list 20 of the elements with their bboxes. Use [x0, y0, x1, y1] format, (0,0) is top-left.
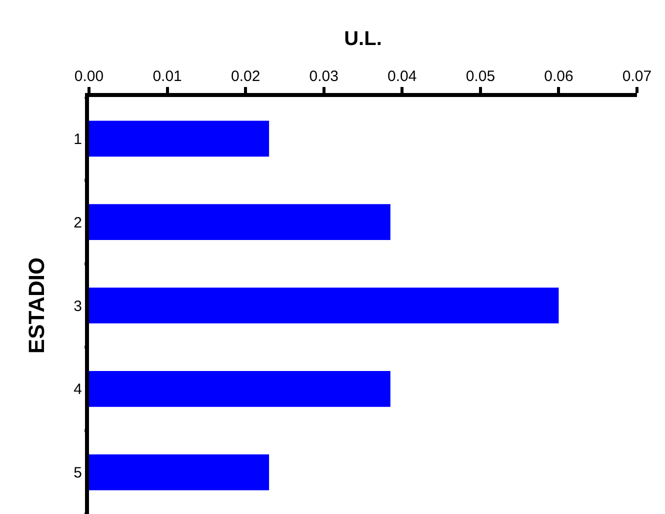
- x-tick-label: 0.07: [622, 68, 652, 85]
- x-tick-label: 0.06: [544, 68, 574, 85]
- y-tick-label: 1: [74, 130, 82, 148]
- y-axis-title: ESTADIO: [24, 257, 49, 354]
- bar: [89, 288, 559, 324]
- x-axis-title: U.L.: [344, 28, 382, 50]
- x-tick-label: 0.03: [309, 68, 338, 85]
- x-tick-label: 0.00: [74, 68, 104, 85]
- bar: [89, 454, 270, 490]
- x-tick-label: 0.02: [230, 68, 260, 85]
- x-tick-label: 0.05: [466, 68, 496, 85]
- y-tick-label: 5: [74, 464, 82, 482]
- x-tick-label: 0.01: [152, 68, 182, 85]
- bar: [89, 370, 390, 407]
- y-tick-label: 3: [74, 298, 82, 315]
- y-tick-label: 2: [74, 214, 82, 232]
- x-tick-label: 0.04: [388, 68, 417, 85]
- bar: [89, 204, 390, 240]
- bar: [89, 120, 270, 157]
- y-tick-label: 4: [74, 381, 82, 398]
